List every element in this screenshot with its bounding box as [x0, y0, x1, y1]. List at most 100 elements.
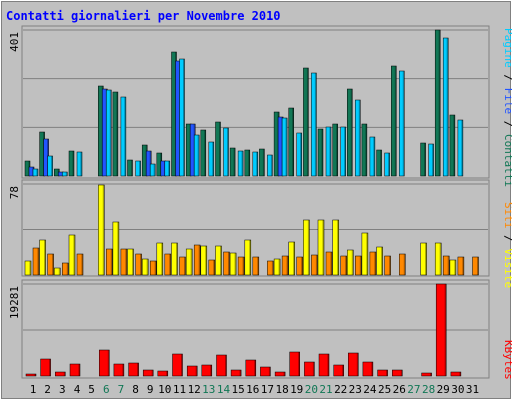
bar-shade — [389, 256, 391, 275]
bar-shade — [154, 261, 157, 275]
bar-visite-day-12 — [185, 248, 193, 276]
bar-shade — [190, 249, 193, 275]
bar-shade — [307, 220, 310, 275]
bar-shade — [430, 373, 432, 376]
bar-shade — [283, 372, 286, 376]
bar-kbytes-day-15 — [230, 369, 242, 377]
bar-shade — [298, 352, 300, 376]
bar-visite-day-14 — [215, 245, 222, 276]
x-tick-label-28: 28 — [422, 383, 435, 396]
bar-shade — [80, 152, 82, 176]
bar-shade — [140, 254, 142, 275]
bar-contatti-day-25 — [376, 149, 382, 177]
bar-shade — [125, 249, 127, 275]
bar-siti-day-30 — [457, 256, 465, 276]
bar-shade — [176, 243, 178, 275]
x-tick-label-22: 22 — [334, 383, 347, 396]
bar-visite-day-10 — [156, 242, 164, 276]
bar-shade — [425, 243, 427, 275]
legend-part: Contatti — [502, 134, 512, 187]
bar-contatti-day-24 — [361, 123, 368, 177]
bar-shade — [181, 354, 183, 376]
bar-pagine-day-8 — [135, 160, 141, 177]
bar-visite-day-19 — [288, 241, 295, 276]
bar-pagine-day-16 — [252, 151, 259, 177]
bar-shade — [66, 263, 69, 275]
x-tick-label-25: 25 — [378, 383, 391, 396]
bar-shade — [149, 151, 152, 176]
bar-shade — [344, 127, 346, 176]
bar-pagine-day-14 — [223, 127, 229, 177]
bar-contatti-day-21 — [317, 128, 324, 177]
x-tick-label-17: 17 — [261, 383, 274, 396]
bar-shade — [131, 160, 133, 176]
bar-kbytes-day-20 — [304, 361, 315, 377]
x-tick-label-31: 31 — [466, 383, 479, 396]
bar-shade — [37, 248, 39, 275]
bar-kbytes-day-17 — [260, 366, 271, 377]
bar-shade — [268, 367, 271, 376]
bar-shade — [197, 135, 200, 176]
legend-label-panel2: Siti / Visite — [502, 202, 512, 288]
y-max-label-panel-3: 19281 — [8, 286, 21, 319]
bar-shade — [388, 153, 390, 176]
bar-siti-day-14 — [223, 251, 230, 276]
legend-part: Siti — [502, 202, 512, 229]
bar-contatti-day-14 — [215, 121, 221, 177]
bar-siti-day-26 — [399, 253, 406, 276]
bar-kbytes-day-9 — [142, 369, 154, 377]
bar-shade — [212, 142, 214, 176]
bar-shade — [477, 257, 479, 275]
bar-shade — [432, 144, 434, 176]
bar-shade — [446, 38, 449, 176]
bar-shade — [371, 362, 373, 376]
bar-shade — [300, 133, 302, 176]
bar-shade — [400, 370, 403, 376]
bar-shade — [322, 220, 324, 275]
bar-contatti-day-19 — [288, 107, 294, 177]
bar-kbytes-day-4 — [69, 363, 81, 377]
bar-kbytes-day-7 — [113, 363, 125, 377]
x-tick-label-18: 18 — [275, 383, 288, 396]
bar-siti-day-18 — [281, 255, 289, 276]
bar-shade — [51, 156, 53, 176]
bar-visite-day-22 — [332, 219, 339, 276]
bar-shade — [117, 222, 119, 275]
bar-kbytes-day-19 — [289, 351, 300, 377]
legend-part: / — [502, 114, 512, 134]
bar-shade — [380, 150, 382, 176]
bar-siti-day-10 — [164, 253, 172, 276]
bar-visite-day-2 — [39, 239, 46, 276]
bar-shade — [228, 252, 230, 275]
legend-part: Visite — [502, 248, 512, 288]
bar-visite-day-8 — [127, 248, 134, 276]
x-tick-label-4: 4 — [74, 383, 81, 396]
legend-part: KBytes — [502, 340, 512, 380]
bar-visite-day-15 — [229, 252, 237, 276]
legend-label-panel1: Pagine / File / Contatti — [502, 28, 512, 187]
bar-shade — [365, 124, 367, 176]
bar-shade — [198, 245, 201, 275]
bar-shade — [359, 256, 362, 275]
bar-shade — [358, 100, 361, 176]
bar-siti-day-13 — [208, 259, 216, 276]
bar-visite-day-1 — [24, 260, 32, 276]
x-tick-label-3: 3 — [59, 383, 66, 396]
bar-shade — [102, 185, 105, 275]
x-tick-label-7: 7 — [118, 383, 125, 396]
x-tick-label-8: 8 — [132, 383, 139, 396]
bar-shade — [225, 355, 227, 376]
x-tick-label-14: 14 — [217, 383, 231, 396]
x-tick-label-11: 11 — [173, 383, 186, 396]
bar-pagine-day-30 — [457, 119, 464, 177]
bar-file-day-9 — [145, 150, 152, 177]
bar-pagine-day-21 — [325, 126, 332, 177]
x-tick-labels: 1 2 3 4 5 6 7 8 9 10 11 12 13 14 15 16 17 18 19 20 21 22 23 24 2… — [30, 383, 479, 396]
bar-shade — [444, 284, 447, 376]
bar-kbytes-day-28 — [421, 372, 432, 377]
bar-visite-day-13 — [200, 245, 208, 276]
bar-shade — [327, 354, 329, 376]
bar-kbytes-day-29 — [435, 283, 447, 377]
bar-shade — [110, 249, 113, 275]
bar-shade — [356, 353, 359, 376]
